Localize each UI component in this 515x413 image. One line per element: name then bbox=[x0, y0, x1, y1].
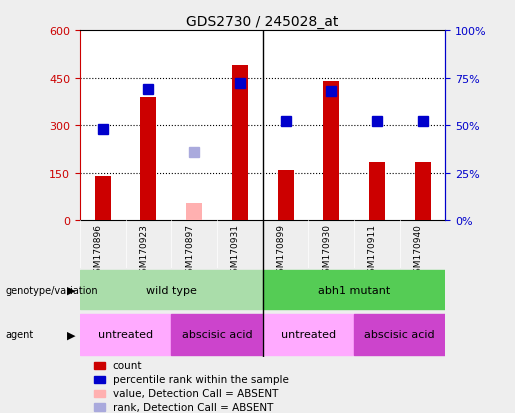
Bar bbox=[141, 97, 157, 221]
Bar bbox=[94, 404, 106, 411]
Text: agent: agent bbox=[5, 330, 33, 339]
Text: GSM170911: GSM170911 bbox=[368, 223, 377, 278]
Text: GSM170897: GSM170897 bbox=[185, 223, 194, 278]
Bar bbox=[95, 177, 111, 221]
Bar bbox=[369, 162, 385, 221]
Bar bbox=[263, 271, 445, 310]
Bar bbox=[80, 314, 171, 355]
Bar bbox=[232, 66, 248, 221]
Text: GSM170940: GSM170940 bbox=[414, 223, 423, 278]
Text: percentile rank within the sample: percentile rank within the sample bbox=[113, 375, 288, 385]
Text: GSM170899: GSM170899 bbox=[277, 223, 285, 278]
Bar bbox=[186, 204, 202, 221]
Bar bbox=[415, 162, 431, 221]
Bar bbox=[80, 271, 263, 310]
Text: abscisic acid: abscisic acid bbox=[365, 330, 435, 339]
Text: ▶: ▶ bbox=[67, 285, 76, 295]
Text: abscisic acid: abscisic acid bbox=[182, 330, 252, 339]
Bar bbox=[323, 82, 339, 221]
Text: GSM170923: GSM170923 bbox=[140, 223, 148, 278]
Text: rank, Detection Call = ABSENT: rank, Detection Call = ABSENT bbox=[113, 402, 273, 413]
Text: genotype/variation: genotype/variation bbox=[5, 285, 98, 295]
Bar bbox=[171, 314, 263, 355]
Bar bbox=[354, 314, 445, 355]
Bar bbox=[94, 376, 106, 383]
Title: GDS2730 / 245028_at: GDS2730 / 245028_at bbox=[186, 14, 339, 28]
Text: count: count bbox=[113, 361, 142, 370]
Bar bbox=[263, 314, 354, 355]
Text: untreated: untreated bbox=[98, 330, 153, 339]
Text: GSM170930: GSM170930 bbox=[322, 223, 331, 278]
Text: abh1 mutant: abh1 mutant bbox=[318, 285, 390, 295]
Text: ▶: ▶ bbox=[67, 330, 76, 339]
Bar bbox=[94, 362, 106, 370]
Text: GSM170896: GSM170896 bbox=[94, 223, 102, 278]
Text: GSM170931: GSM170931 bbox=[231, 223, 240, 278]
Bar bbox=[278, 170, 294, 221]
Text: wild type: wild type bbox=[146, 285, 197, 295]
Text: untreated: untreated bbox=[281, 330, 336, 339]
Text: value, Detection Call = ABSENT: value, Detection Call = ABSENT bbox=[113, 389, 278, 399]
Bar bbox=[94, 389, 106, 397]
